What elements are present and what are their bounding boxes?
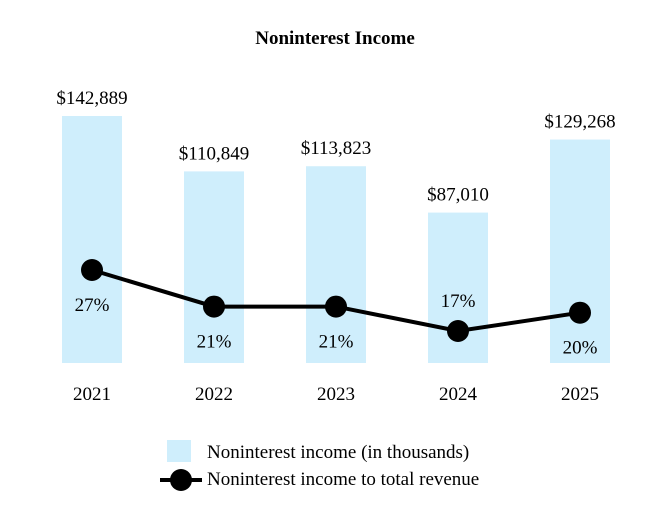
bars-group: $142,889 $110,849 $113,823 $87,010 $129,268 [56, 88, 616, 363]
line-value-label-2022: 21% [197, 332, 232, 353]
line-value-label-2025: 20% [563, 338, 598, 359]
bar-value-label-2022: $110,849 [179, 143, 250, 164]
bar-2021 [62, 116, 122, 363]
bar-2023 [306, 166, 366, 363]
legend-label-bar: Noninterest income (in thousands) [207, 442, 469, 463]
x-tick-label-2025: 2025 [561, 384, 599, 405]
bar-value-label-2023: $113,823 [301, 138, 372, 159]
x-tick-label-2024: 2024 [439, 384, 478, 405]
chart-title: Noninterest Income [255, 28, 415, 49]
line-point-2023 [325, 295, 347, 318]
x-axis-ticks: 2021 2022 2023 2024 2025 [73, 384, 599, 405]
line-value-label-2024: 17% [441, 291, 476, 312]
line-point-2025 [569, 301, 591, 324]
bar-2022 [184, 171, 244, 363]
line-point-2024 [447, 320, 469, 342]
line-point-2022 [203, 295, 225, 318]
bar-2025 [550, 139, 610, 363]
line-value-label-2023: 21% [319, 332, 354, 353]
x-tick-label-2023: 2023 [317, 384, 355, 405]
line-point-2021 [81, 259, 103, 281]
bar-value-label-2025: $129,268 [544, 112, 615, 133]
legend-label-line: Noninterest income to total revenue [207, 469, 479, 490]
bar-value-label-2021: $142,889 [56, 88, 127, 109]
legend: Noninterest income (in thousands) Nonint… [160, 440, 479, 491]
line-group: 27% 21% 21% 17% 20% [75, 259, 598, 359]
bar-value-label-2024: $87,010 [427, 185, 489, 206]
line-value-label-2021: 27% [75, 295, 110, 316]
x-tick-label-2022: 2022 [195, 384, 233, 405]
x-tick-label-2021: 2021 [73, 384, 111, 405]
legend-swatch-bar [167, 440, 191, 462]
legend-swatch-marker [170, 469, 192, 491]
